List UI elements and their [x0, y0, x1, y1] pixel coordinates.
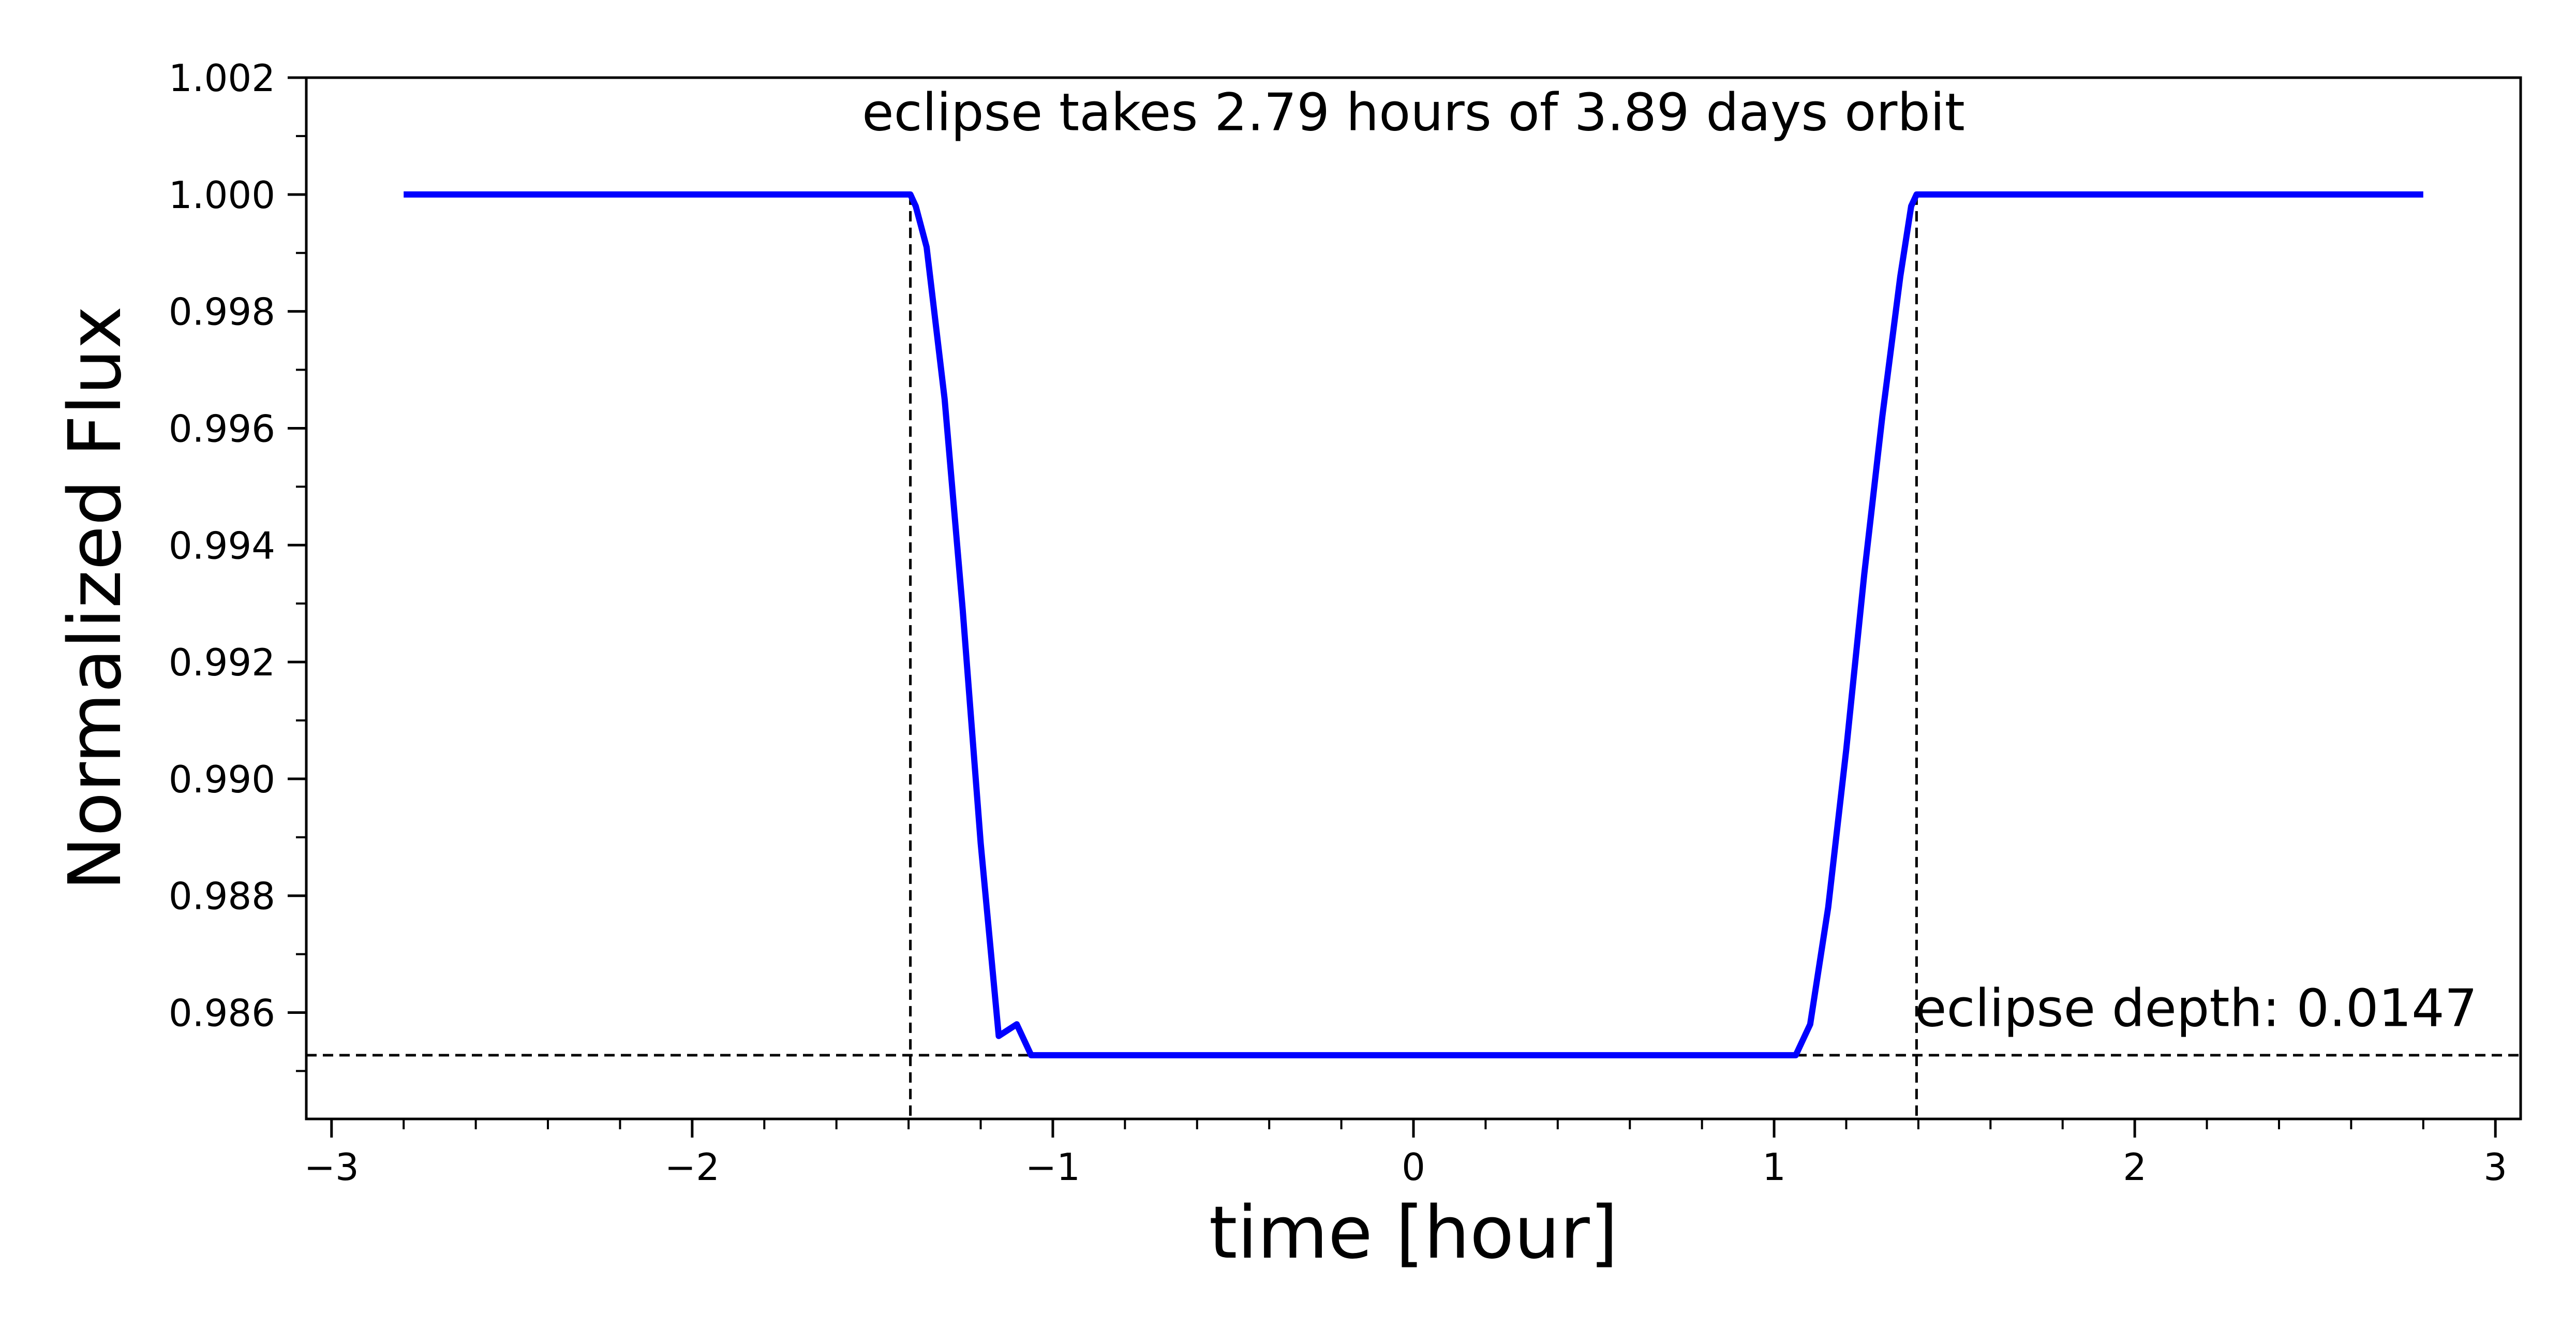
x-tick-labels: −3 −2 −1 0 1 2 3 — [304, 1145, 2507, 1189]
y-tick-label: 0.996 — [169, 407, 275, 450]
major-ticks — [288, 76, 2497, 1138]
y-tick-label: 0.988 — [169, 875, 275, 918]
plot-frame — [305, 76, 2522, 1120]
x-tick-label: 1 — [1762, 1145, 1786, 1189]
x-axis-label: time [hour] — [1209, 1191, 1618, 1275]
y-tick-label: 0.998 — [169, 290, 275, 334]
y-tick-label: 1.002 — [169, 56, 275, 100]
minor-ticks — [296, 135, 2424, 1129]
x-tick-label: −1 — [1025, 1145, 1080, 1189]
x-tick-label: −2 — [665, 1145, 720, 1189]
y-tick-labels: 1.002 1.000 0.998 0.996 0.994 0.992 0.990 0.988… — [169, 56, 275, 1035]
y-tick-label: 0.992 — [169, 641, 275, 684]
reference-lines — [306, 194, 2521, 1119]
x-tick-label: 2 — [2123, 1145, 2147, 1189]
eclipse-depth-annotation: eclipse depth: 0.0147 — [1915, 978, 2477, 1038]
y-tick-label: 0.986 — [169, 992, 275, 1035]
y-tick-label: 0.990 — [169, 758, 275, 801]
y-tick-label: 0.994 — [169, 524, 275, 567]
x-tick-label: 0 — [1402, 1145, 1425, 1189]
series-layer — [404, 191, 2423, 1058]
y-axis-label: Normalized Flux — [53, 306, 138, 890]
x-tick-label: −3 — [304, 1145, 359, 1189]
y-tick-label: 1.000 — [169, 173, 275, 217]
flux-curve — [404, 191, 2423, 1058]
x-tick-label: 3 — [2483, 1145, 2507, 1189]
annotations: eclipse takes 2.79 hours of 3.89 days or… — [862, 82, 2477, 1039]
eclipse-duration-annotation: eclipse takes 2.79 hours of 3.89 days or… — [862, 82, 1965, 143]
